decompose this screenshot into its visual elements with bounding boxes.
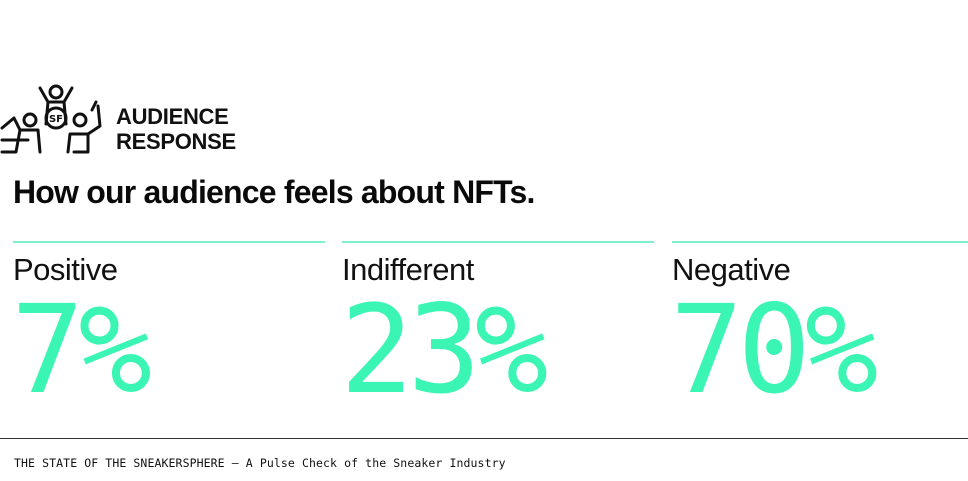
stats-row: Positive 7% Indifferent 23% Negative 70%	[0, 241, 968, 411]
audience-cheering-icon: SF	[0, 84, 102, 154]
page-headline: How our audience feels about NFTs.	[13, 174, 535, 210]
stat-label: Indifferent	[342, 252, 474, 287]
audience-response-header: SF AUDIENCE RESPONSE	[0, 84, 300, 156]
stat-divider	[672, 241, 968, 243]
footer-divider	[0, 438, 968, 439]
stat-label: Positive	[13, 252, 118, 287]
stat-indifferent: Indifferent 23%	[340, 241, 654, 421]
stat-divider	[342, 241, 654, 243]
header-title-line1: AUDIENCE	[116, 104, 229, 129]
stat-label: Negative	[672, 252, 791, 287]
header-title-line2: RESPONSE	[116, 129, 236, 154]
stat-positive: Positive 7%	[11, 241, 325, 421]
stat-divider	[13, 241, 325, 243]
stat-negative: Negative 70%	[670, 241, 968, 421]
header-title: AUDIENCE RESPONSE	[116, 104, 236, 154]
stat-value: 23%	[340, 279, 548, 421]
footer-caption: THE STATE OF THE SNEAKERSPHERE – A Pulse…	[14, 456, 506, 470]
stat-value: 7%	[11, 279, 152, 421]
sf-emblem-text: SF	[49, 114, 63, 125]
stat-value: 70%	[670, 279, 878, 421]
